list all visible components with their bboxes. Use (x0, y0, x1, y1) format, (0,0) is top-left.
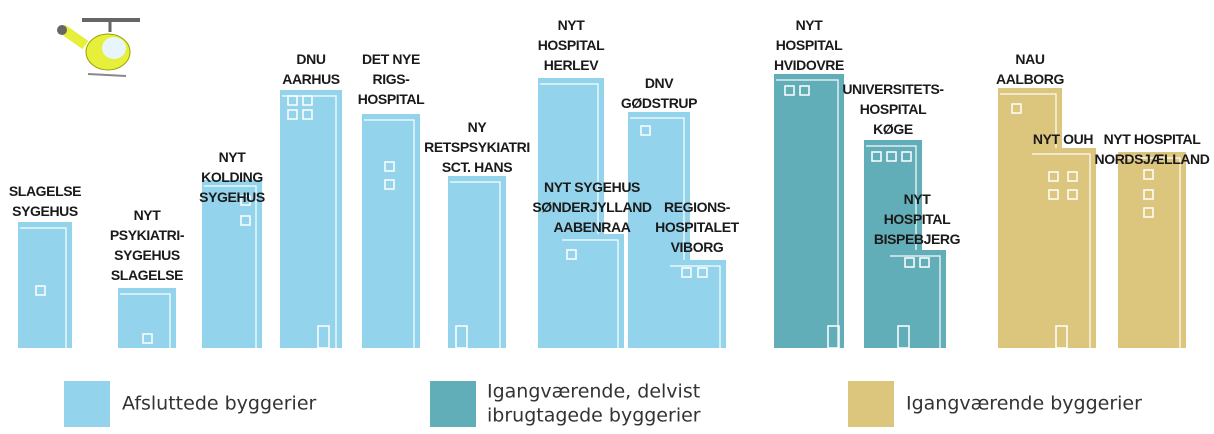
building-label: NYT SYGEHUS (544, 179, 640, 195)
building-label: HVIDOVRE (774, 57, 844, 73)
building-label: NAU (1015, 51, 1044, 67)
building-body (118, 288, 176, 348)
building-body (1030, 148, 1096, 348)
building-label: HERLEV (544, 57, 599, 73)
legend-swatch (64, 381, 110, 427)
legend-label: Igangværende byggerier (906, 393, 1142, 415)
building-label: SØNDERJYLLAND (532, 199, 652, 215)
building-label: PSYKIATRI- (110, 227, 185, 243)
building: NYT PSYKIATRI- SYGEHUS SLAGELSE (110, 207, 185, 348)
helicopter-icon (57, 20, 140, 76)
building-label: NORDSJÆLLAND (1095, 151, 1210, 167)
building-body (280, 90, 342, 348)
building-label: SLAGELSE (111, 267, 183, 283)
building-label: NYT HOSPITAL (1104, 131, 1202, 147)
building: SLAGELSE SYGEHUS (9, 183, 81, 348)
building-label: GØDSTRUP (621, 95, 697, 111)
building-label: UNIVERSITETS- (842, 81, 944, 97)
building: NYT KOLDING SYGEHUS (199, 149, 265, 348)
building: DNU AARHUS (280, 51, 342, 348)
building-label: HOSPITALET (655, 219, 739, 235)
building-label: NYT (796, 17, 824, 33)
building-label: SYGEHUS (199, 189, 265, 205)
building-label: KOLDING (201, 169, 263, 185)
building-label: SYGEHUS (12, 203, 78, 219)
building: NYT HOSPITAL HVIDOVRE (774, 17, 844, 348)
legend-swatch (848, 381, 894, 427)
building-label: REGIONS- (664, 199, 731, 215)
infographic: SLAGELSESYGEHUSNYTPSYKIATRI-SYGEHUSSLAGE… (0, 0, 1214, 434)
building-body (888, 250, 946, 348)
building-label: KØGE (873, 121, 913, 137)
building-label: AABENRAA (554, 219, 631, 235)
building-label: AALBORG (996, 71, 1064, 87)
building-body (362, 114, 420, 348)
building-label: DET NYE (362, 51, 420, 67)
building-label: DNV (645, 75, 674, 91)
building-label: NYT (134, 207, 162, 223)
building-body (18, 222, 72, 348)
building-label: HOSPITAL (358, 91, 425, 107)
building-label: RETSPSYKIATRI (424, 139, 530, 155)
building-body (202, 180, 262, 348)
building-label: NYT (904, 191, 932, 207)
building-body (668, 260, 726, 348)
building-label: NYT OUH (1033, 131, 1093, 147)
building-label: HOSPITAL (776, 37, 843, 53)
building-body (448, 176, 506, 348)
building-label: AARHUS (282, 71, 340, 87)
building-label: VIBORG (671, 239, 724, 255)
legend-label: Afsluttede byggerier (122, 393, 317, 415)
building-body (560, 234, 624, 348)
building-label: NYT (558, 17, 586, 33)
building-body (774, 74, 844, 348)
legend-swatch (430, 381, 476, 427)
building-label: RIGS- (373, 71, 411, 87)
building-label: SLAGELSE (9, 183, 81, 199)
building-label: SCT. HANS (442, 159, 512, 175)
building-label: NY (468, 119, 488, 135)
building-label: NYT (219, 149, 247, 165)
building-label: HOSPITAL (538, 37, 605, 53)
building-label: HOSPITAL (860, 101, 927, 117)
building: NYT HOSPITAL NORDSJÆLLAND (1095, 131, 1210, 348)
building-label: DNU (296, 51, 325, 67)
legend-label: ibrugtagede byggerier (487, 405, 701, 427)
building-label: BISPEBJERG (874, 231, 961, 247)
building-label: HOSPITAL (884, 211, 951, 227)
legend-label: Igangværende, delvist (487, 381, 700, 403)
building: NY RETSPSYKIATRI SCT. HANS (424, 119, 530, 348)
building-label: SYGEHUS (114, 247, 180, 263)
building: NYT OUH (1030, 131, 1096, 348)
building-body (1118, 152, 1186, 348)
building: DET NYE RIGS- HOSPITAL (358, 51, 425, 348)
